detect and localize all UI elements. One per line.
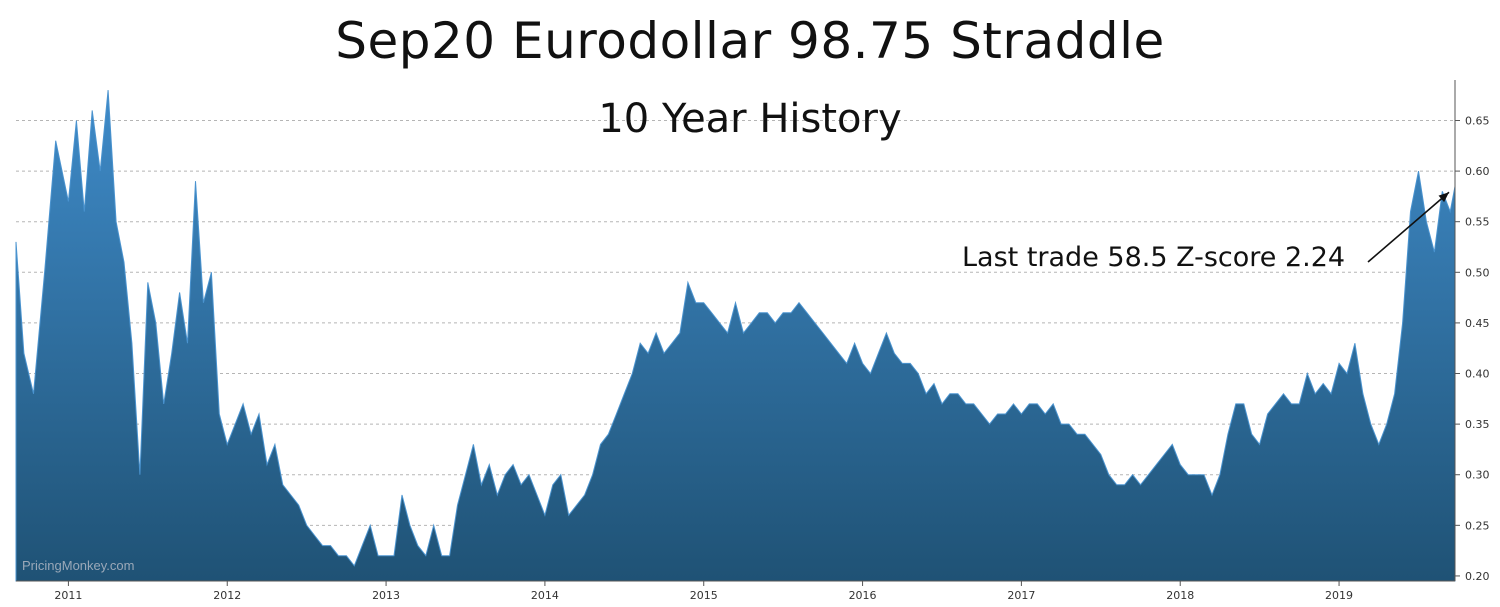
y-tick-label: 0.20 — [1465, 570, 1490, 583]
x-tick-label: 2013 — [372, 589, 400, 602]
y-tick-label: 0.50 — [1465, 266, 1490, 279]
axes: 0.20 0.25 0.30 0.35 0.40 0.45 0.50 0.55 0.60 0.65… — [16, 80, 1490, 602]
x-tick-label: 2015 — [690, 589, 718, 602]
annotation-arrow-line — [1367, 191, 1450, 263]
x-tick-label: 2012 — [213, 589, 241, 602]
last-trade-annotation: Last trade 58.5 Z-score 2.24 — [962, 242, 1346, 273]
annotation-arrow — [1367, 191, 1450, 263]
y-tick-label: 0.35 — [1465, 418, 1490, 431]
chart-subtitle: 10 Year History — [598, 96, 902, 142]
y-tick-label: 0.40 — [1465, 368, 1490, 381]
y-tick-label: 0.65 — [1465, 114, 1490, 127]
watermark: PricingMonkey.com — [22, 558, 135, 573]
area-series — [15, 90, 1456, 582]
y-tick-label: 0.55 — [1465, 216, 1490, 229]
annotation-arrow-head — [1438, 192, 1449, 203]
x-tick-label: 2017 — [1007, 589, 1035, 602]
area-series-path — [15, 90, 1456, 582]
x-tick-label: 2016 — [849, 589, 877, 602]
x-tick-label: 2019 — [1325, 589, 1353, 602]
x-tick-label: 2018 — [1166, 589, 1194, 602]
y-tick-label: 0.45 — [1465, 317, 1490, 330]
x-tick-label: 2011 — [54, 589, 82, 602]
y-tick-label: 0.25 — [1465, 519, 1490, 532]
y-tick-label: 0.60 — [1465, 165, 1490, 178]
y-tick-label: 0.30 — [1465, 469, 1490, 482]
chart-title: Sep20 Eurodollar 98.75 Straddle — [335, 12, 1165, 70]
x-tick-label: 2014 — [531, 589, 559, 602]
